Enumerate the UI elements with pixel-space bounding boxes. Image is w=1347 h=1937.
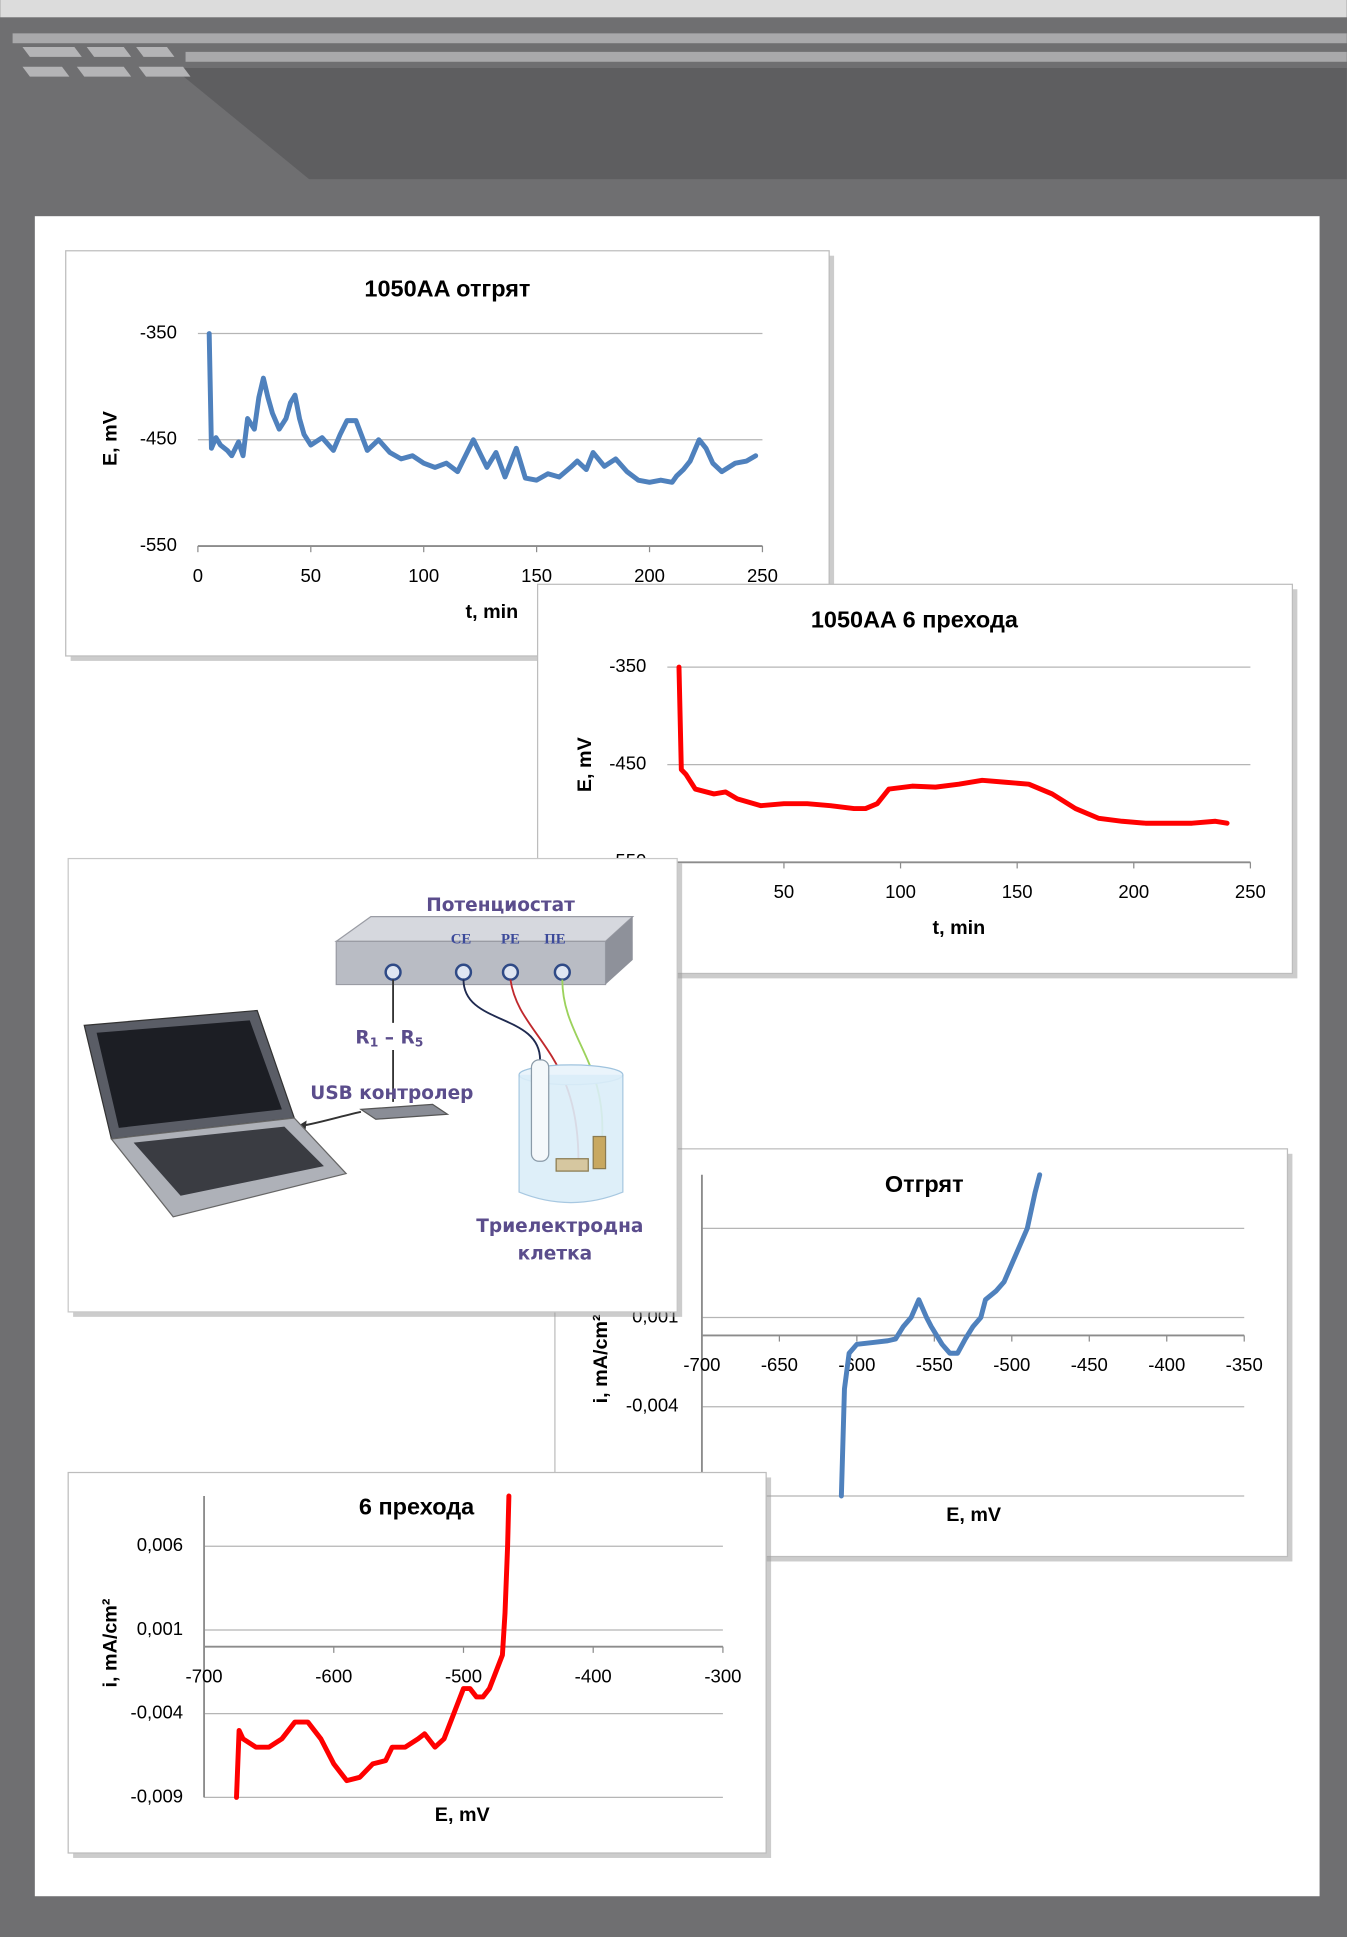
x-tick-label: -700 [683,1354,720,1375]
resistor-text: R [355,1027,369,1048]
page-canvas: -550-450-3500501001502002501050AA отгрят… [0,0,1347,1937]
y-tick-label: -0,004 [626,1395,679,1416]
electrode [531,1060,548,1161]
chart-title: 6 прехода [359,1494,475,1520]
device-top [336,917,632,942]
x-axis-title: t, min [466,601,519,623]
x-tick-label: 150 [521,565,552,586]
x-tick-label: -600 [315,1665,352,1686]
port-label: РЕ [501,931,520,947]
chart-title: 1050AA 6 прехода [811,607,1019,633]
resistor-text: – [378,1027,400,1048]
x-tick-label: -500 [445,1665,482,1686]
y-axis-title: E, mV [100,410,122,466]
x-axis-title: E, mV [946,1504,1002,1526]
x-tick-label: 0 [193,565,203,586]
electrode [556,1159,588,1171]
y-tick-label: -450 [140,428,177,449]
y-tick-label: -550 [140,534,177,555]
page: {"chart_data":[ {"type":"line","title":"… [0,0,1347,1937]
y-tick-label: -350 [609,655,646,676]
x-tick-label: 250 [1235,881,1266,902]
x-tick-label: -450 [1071,1354,1108,1375]
y-tick-label: -350 [140,321,177,342]
y-tick-label: 0,006 [137,1534,183,1555]
y-axis-title: i, mA/cm² [100,1598,122,1687]
x-tick-label: -700 [186,1665,223,1686]
x-tick-label: -500 [993,1354,1030,1375]
y-axis-title: E, mV [574,736,596,792]
resistor-text: 1 [370,1035,379,1049]
header-stripe [13,33,1347,43]
x-tick-label: -350 [1226,1354,1263,1375]
setup-diagram: Потенциостат CE РЕ ПЕ R1 – R5 USB контро… [68,859,682,1317]
x-tick-label: 200 [634,565,665,586]
y-axis-title: i, mA/cm² [590,1314,612,1403]
port-label: CE [451,931,472,947]
x-tick-label: 250 [747,565,778,586]
x-tick-label: -550 [916,1354,953,1375]
x-tick-label: 200 [1118,881,1149,902]
port-label: ПЕ [544,931,566,947]
x-tick-label: -600 [838,1354,875,1375]
x-tick-label: 150 [1002,881,1033,902]
y-tick-label: -0,004 [131,1702,184,1723]
y-tick-label: -450 [609,753,646,774]
cell-label: Триелектродна [476,1216,643,1237]
resistor-label: R1 – R5 [355,1027,423,1049]
y-tick-label: -0,009 [131,1785,184,1806]
x-tick-label: -400 [575,1665,612,1686]
header-band [173,68,1347,179]
x-tick-label: 100 [408,565,439,586]
controller-label: USB контролер [310,1083,473,1104]
laptop-screen [97,1020,282,1127]
x-axis-title: E, mV [435,1804,491,1826]
x-tick-label: 50 [301,565,322,586]
top-strip [0,0,1347,17]
chart-group: -0,009 -0,004 0,001 0,006 -700 -600 -500 -400 -3… [68,1473,771,1858]
header-stripe [186,52,1347,62]
x-axis-title: t, min [933,917,986,939]
chart-title: 1050AA отгрят [364,276,530,302]
chart-title: Отгрят [885,1171,964,1197]
cell-label: клетка [518,1243,592,1264]
x-tick-label: -650 [761,1354,798,1375]
x-tick-label: -300 [704,1665,741,1686]
x-tick-label: 100 [885,881,916,902]
resistor-text: R [400,1027,414,1048]
x-tick-label: 50 [774,881,795,902]
electrode [593,1137,605,1169]
x-tick-label: -400 [1148,1354,1185,1375]
device-label: Потенциостат [426,895,575,916]
resistor-text: 5 [415,1035,424,1049]
y-tick-label: 0,001 [137,1618,183,1639]
